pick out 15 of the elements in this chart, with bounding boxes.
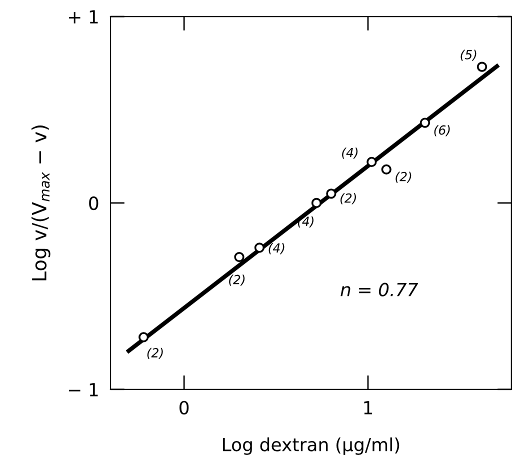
annotation: (2) [147, 348, 163, 359]
x-tick-label: 1 [364, 401, 372, 414]
annotation: n = 0.77 [340, 282, 418, 296]
y-tick-label: 0 [89, 196, 98, 210]
x-axis-title: Log dextran (µg/ml) [223, 437, 400, 455]
annotation: (2) [229, 274, 245, 286]
annotation: (4) [342, 148, 358, 159]
annotation: (2) [340, 193, 356, 204]
y-tick-label: + 1 [68, 10, 98, 24]
y-axis-title: Log v/(V$_{max}$ − v) [32, 126, 50, 280]
y-tick-label: − 1 [68, 383, 98, 396]
annotation: (4) [268, 243, 284, 254]
annotation: (5) [460, 50, 476, 61]
annotation: (6) [434, 125, 450, 136]
annotation: (2) [396, 172, 412, 183]
